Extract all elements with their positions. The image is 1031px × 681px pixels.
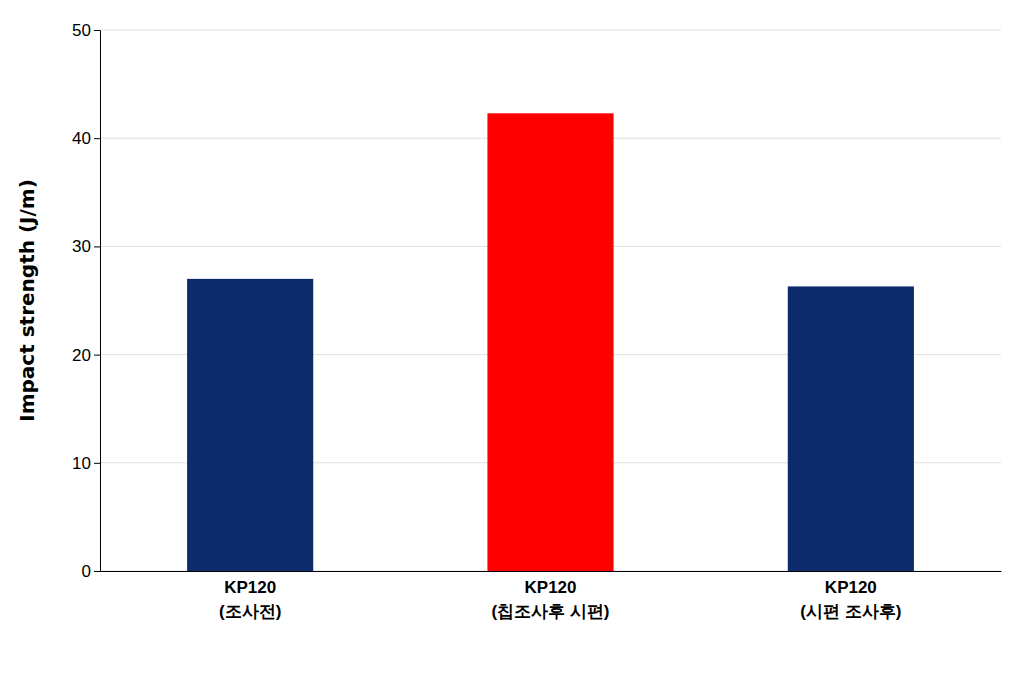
bar [487, 113, 613, 571]
x-tick-label-line: (시편 조사후) [800, 602, 901, 621]
x-tick-label-line: KP120 [224, 578, 276, 597]
x-tick-label-line: (조사전) [219, 602, 281, 621]
bar [788, 286, 914, 571]
y-tick-label: 50 [72, 21, 91, 40]
x-tick-label-line: (칩조사후 시편) [491, 602, 609, 621]
x-axis: KP120 (조사전) KP120 (칩조사후 시편) KP120 (시편 조사후) [101, 572, 1002, 621]
y-tick: 0 [82, 562, 100, 581]
y-tick-label: 0 [82, 562, 91, 581]
bars [187, 113, 914, 571]
y-tick-label: 10 [72, 454, 91, 473]
y-axis-title: Impact strength (J/m) [15, 179, 39, 422]
plot: 01020304050KP120(조사전)KP120(칩조사후 시편)KP120… [72, 21, 1001, 621]
x-tick-label-line: KP120 [825, 578, 877, 597]
y-tick-mark [94, 246, 100, 247]
y-tick: 40 [72, 129, 100, 148]
y-tick-mark [94, 571, 100, 572]
y-tick-mark [94, 138, 100, 139]
x-tick-label: KP120 (시편 조사후) [800, 578, 901, 621]
x-axis-line [101, 571, 1002, 572]
x-tick: KP120 (조사전) [219, 578, 281, 621]
y-tick: 50 [72, 21, 100, 40]
y-axis: 0 10 20 30 40 50 [72, 21, 100, 581]
y-tick-mark [94, 463, 100, 464]
chart: 01020304050KP120(조사전)KP120(칩조사후 시편)KP120… [0, 0, 1031, 681]
y-tick: 30 [72, 237, 100, 256]
y-tick-mark [94, 30, 100, 31]
y-tick: 10 [72, 454, 100, 473]
y-tick-mark [94, 355, 100, 356]
bar [187, 279, 313, 571]
y-tick-label: 20 [72, 346, 91, 365]
x-tick: KP120 (칩조사후 시편) [491, 578, 609, 621]
y-axis-line [94, 31, 101, 572]
x-tick-label: KP120 (칩조사후 시편) [491, 578, 609, 621]
grid-line [100, 30, 1001, 31]
y-tick-label: 30 [72, 237, 91, 256]
y-tick: 20 [72, 346, 100, 365]
grid [100, 30, 1001, 571]
x-tick-label-line: KP120 [525, 578, 577, 597]
x-tick-label: KP120 (조사전) [219, 578, 281, 621]
x-tick: KP120 (시편 조사후) [800, 578, 901, 621]
y-tick-label: 40 [72, 129, 91, 148]
